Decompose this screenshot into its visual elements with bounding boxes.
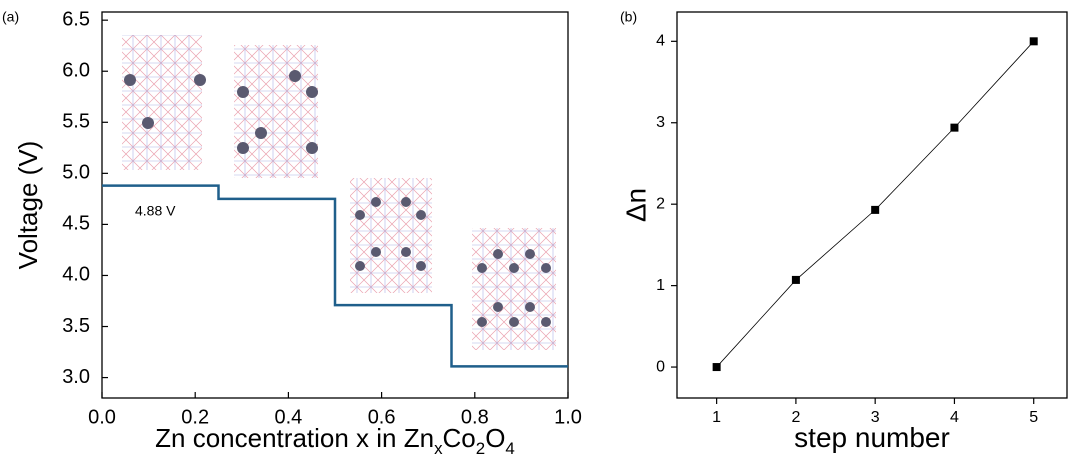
x-axis-label-part: 2 xyxy=(476,439,485,458)
x-tick-label: 4 xyxy=(950,409,959,426)
structure-inset xyxy=(350,178,432,293)
y-axis-label: Δn xyxy=(620,188,651,222)
panel-label: (a) xyxy=(2,9,19,25)
marker xyxy=(1030,37,1038,45)
structure-insets xyxy=(122,35,556,350)
y-tick-label: 6.0 xyxy=(62,60,90,82)
marker xyxy=(713,363,721,371)
y-tick-label: 3.5 xyxy=(62,315,90,337)
annotation: 4.88 V xyxy=(135,203,176,219)
series-line xyxy=(717,41,1034,367)
y-tick-label: 3 xyxy=(656,114,665,131)
marker xyxy=(792,276,800,284)
structure-inset xyxy=(122,35,206,170)
x-axis-label-part: O xyxy=(485,423,505,453)
y-tick-label: 5.0 xyxy=(62,162,90,184)
y-tick-label: 1 xyxy=(656,277,665,294)
x-axis-label-part: step number xyxy=(794,422,950,453)
plot-frame xyxy=(677,12,1067,398)
x-tick-label: 1.0 xyxy=(554,406,582,428)
y-tick-label: 5.5 xyxy=(62,111,90,133)
marker xyxy=(950,124,958,132)
x-axis-label-part: 4 xyxy=(505,439,514,458)
x-axis-label: Zn concentration x in ZnxCo2O4 xyxy=(155,423,515,458)
y-tick-label: 3.0 xyxy=(62,366,90,388)
figure: (a)3.03.54.04.55.05.56.06.50.00.20.40.60… xyxy=(0,0,1075,465)
x-axis-label-part: Co xyxy=(443,423,476,453)
y-tick-label: 4.5 xyxy=(62,213,90,235)
y-tick-label: 4.0 xyxy=(62,264,90,286)
x-tick-label: 0.0 xyxy=(88,406,116,428)
structure-inset xyxy=(234,45,318,178)
y-tick-label: 6.5 xyxy=(62,8,90,30)
y-tick-label: 0 xyxy=(656,358,665,375)
structure-inset xyxy=(472,228,556,350)
y-tick-label: 2 xyxy=(656,195,665,212)
y-axis-label: Voltage (V) xyxy=(13,141,43,270)
marker xyxy=(871,206,879,214)
x-axis-label: step number xyxy=(794,422,950,453)
x-tick-label: 5 xyxy=(1029,409,1038,426)
x-axis-label-part: Zn concentration x in Zn xyxy=(155,423,434,453)
y-tick-label: 4 xyxy=(656,33,665,50)
panel-label: (b) xyxy=(620,9,637,25)
x-tick-label: 1 xyxy=(712,409,721,426)
